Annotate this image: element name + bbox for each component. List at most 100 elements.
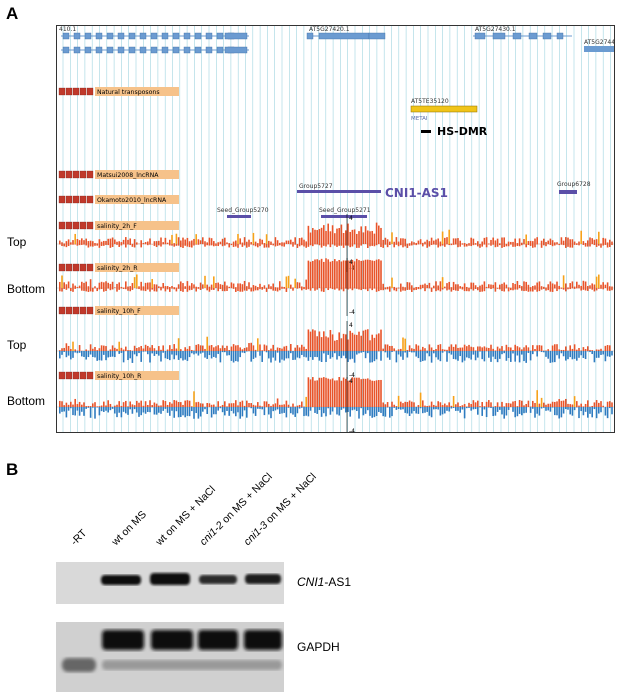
signal-bar-neg bbox=[294, 407, 296, 417]
signal-bar-neg bbox=[516, 351, 519, 356]
signal-bar-neg bbox=[254, 288, 257, 291]
signal-bar-neg bbox=[307, 244, 310, 247]
signal-bar-pos bbox=[349, 260, 351, 288]
signal-bar-pos bbox=[397, 395, 400, 407]
signal-bar-pos bbox=[105, 346, 107, 351]
signal-bar-pos bbox=[235, 400, 237, 407]
signal-bar-neg bbox=[309, 244, 312, 246]
signal-bar-pos bbox=[305, 396, 307, 407]
signal-bar-pos bbox=[380, 227, 382, 244]
signal-bar-pos bbox=[221, 238, 224, 244]
signal-bar-pos bbox=[584, 281, 587, 288]
signal-bar-neg bbox=[532, 244, 534, 248]
signal-bar-neg bbox=[334, 244, 336, 246]
signal-bar-pos bbox=[182, 283, 184, 288]
signal-bar-neg bbox=[301, 288, 303, 291]
signal-bar-pos bbox=[547, 284, 549, 288]
signal-bar-neg bbox=[303, 244, 305, 247]
signal-bar-pos bbox=[120, 405, 123, 407]
track-icon bbox=[65, 371, 73, 380]
signal-bar-pos bbox=[202, 284, 204, 288]
signal-bar-pos bbox=[441, 231, 444, 244]
signal-bar-pos bbox=[472, 347, 475, 351]
signal-bar-neg bbox=[602, 244, 604, 246]
signal-bar-pos bbox=[248, 343, 250, 351]
signal-bar-neg bbox=[131, 407, 134, 414]
signal-bar-neg bbox=[67, 244, 70, 246]
signal-bar-neg bbox=[532, 407, 534, 409]
signal-bar-pos bbox=[268, 240, 270, 244]
signal-bar-pos bbox=[259, 238, 261, 244]
signal-bar-pos bbox=[70, 349, 72, 351]
signal-bar-pos bbox=[246, 400, 248, 407]
signal-bar-neg bbox=[573, 351, 576, 359]
signal-bar-pos bbox=[362, 232, 365, 244]
signal-bar-neg bbox=[503, 288, 505, 292]
signal-bar-pos bbox=[323, 377, 325, 407]
signal-bar-neg bbox=[195, 407, 197, 414]
signal-bar-neg bbox=[307, 351, 310, 361]
signal-bar-pos bbox=[600, 348, 602, 351]
signal-bar-neg bbox=[182, 288, 184, 292]
signal-bar-pos bbox=[367, 230, 369, 244]
signal-bar-pos bbox=[545, 404, 547, 407]
signal-bar-pos bbox=[371, 380, 373, 407]
signal-bar-pos bbox=[481, 401, 483, 407]
signal-bar-neg bbox=[83, 244, 85, 245]
signal-bar-pos bbox=[290, 284, 292, 288]
signal-bar-neg bbox=[171, 244, 173, 246]
signal-bar-neg bbox=[549, 244, 552, 245]
signal-bar-pos bbox=[514, 400, 516, 407]
signal-bar-pos bbox=[338, 259, 340, 288]
signal-bar-pos bbox=[342, 333, 345, 351]
track-icon bbox=[72, 371, 80, 380]
signal-bar-pos bbox=[536, 282, 538, 288]
signal-bar-pos bbox=[193, 238, 195, 244]
track-tag bbox=[95, 263, 179, 272]
signal-bar-pos bbox=[606, 242, 609, 244]
signal-bar-pos bbox=[437, 401, 439, 407]
gene-model-b-exon bbox=[216, 46, 224, 54]
signal-bar-pos bbox=[360, 335, 362, 351]
signal-bar-neg bbox=[248, 244, 250, 247]
signal-bar-pos bbox=[94, 243, 96, 244]
signal-bar-pos bbox=[265, 234, 268, 244]
signal-bar-neg bbox=[488, 351, 490, 358]
signal-bar-pos bbox=[408, 243, 411, 244]
signal-bar-neg bbox=[175, 407, 178, 412]
signal-bar-pos bbox=[547, 240, 549, 244]
signal-bar-pos bbox=[452, 281, 455, 288]
signal-bar-neg bbox=[100, 288, 103, 290]
signal-bar-pos bbox=[481, 347, 483, 351]
signal-bar-pos bbox=[488, 400, 490, 407]
signal-bar-pos bbox=[496, 238, 499, 244]
signal-bar-pos bbox=[536, 390, 538, 407]
track-icon bbox=[79, 87, 87, 96]
signal-bar-pos bbox=[111, 345, 114, 351]
signal-bar-pos bbox=[237, 345, 239, 351]
signal-bar-neg bbox=[483, 351, 486, 362]
signal-bar-neg bbox=[545, 407, 547, 411]
signal-bar-neg bbox=[525, 407, 527, 413]
signal-bar-neg bbox=[292, 351, 294, 360]
signal-bar-pos bbox=[562, 240, 565, 244]
signal-bar-neg bbox=[576, 244, 578, 245]
signal-bar-pos bbox=[494, 282, 497, 288]
signal-bar-neg bbox=[96, 244, 98, 246]
signal-bar-neg bbox=[228, 407, 230, 416]
band-gapdh-cni1-2 bbox=[198, 630, 238, 650]
signal-bar-neg bbox=[133, 407, 136, 410]
signal-bar-neg bbox=[609, 244, 611, 248]
signal-bar-pos bbox=[609, 286, 611, 288]
signal-bar-neg bbox=[272, 244, 274, 246]
signal-bar-pos bbox=[208, 286, 211, 288]
signal-bar-pos bbox=[527, 347, 530, 351]
signal-bar-neg bbox=[593, 407, 596, 410]
signal-bar-neg bbox=[501, 407, 503, 415]
signal-bar-neg bbox=[166, 407, 169, 413]
signal-bar-pos bbox=[177, 237, 180, 244]
signal-bar-neg bbox=[210, 244, 213, 246]
signal-bar-pos bbox=[501, 283, 503, 288]
signal-bar-pos bbox=[120, 286, 123, 288]
signal-bar-pos bbox=[320, 258, 323, 288]
